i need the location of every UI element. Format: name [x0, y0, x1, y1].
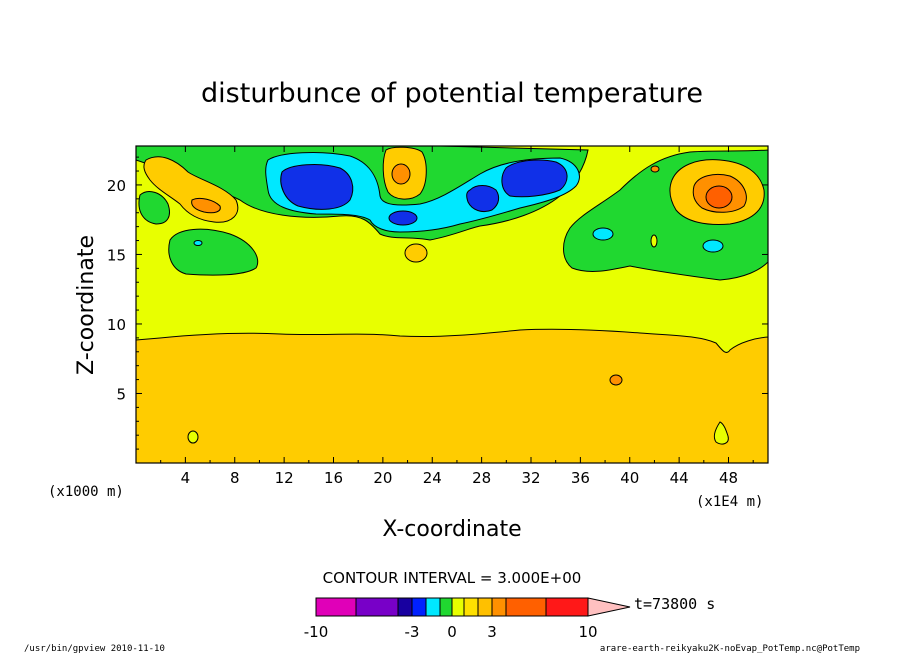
- spot-warm-1: [609, 374, 623, 386]
- colorbar-cell: [463, 597, 479, 617]
- spot-neutral-2: [713, 421, 729, 445]
- x-tick-label: 28: [472, 469, 491, 487]
- y-tick-label: 5: [116, 385, 126, 403]
- contour-interval-label: CONTOUR INTERVAL = 3.000E+00: [323, 569, 582, 587]
- time-label: t=73800 s: [634, 595, 715, 613]
- y-axis-label: Z-coordinate: [74, 235, 99, 375]
- field-coldest-4: [388, 210, 418, 226]
- field-warm-right-core: [705, 185, 733, 209]
- y-tick-label: 20: [107, 177, 126, 195]
- field-warm-center-core: [391, 163, 411, 185]
- x-axis-label: X-coordinate: [382, 517, 521, 542]
- y-tick-label: 10: [107, 316, 126, 334]
- x-tick-label: 48: [719, 469, 738, 487]
- x-tick-label: 36: [571, 469, 590, 487]
- y-tick-label: 15: [107, 246, 126, 264]
- x-tick-label: 24: [423, 469, 442, 487]
- colorbar-label: 0: [447, 623, 457, 641]
- x-tick-label: 32: [521, 469, 540, 487]
- field-cool-left-1: [138, 191, 170, 225]
- x-tick-label: 16: [324, 469, 343, 487]
- colorbar-arrow: [587, 597, 631, 617]
- footer-left: /usr/bin/gpview 2010-11-10: [24, 644, 165, 654]
- colorbar-cell: [505, 597, 547, 617]
- y-axis: 5 10 15 20: [107, 156, 768, 450]
- chart-title: disturbunce of potential temperature: [201, 78, 703, 109]
- field-lower-warm: [135, 328, 769, 464]
- field-coldest-3: [501, 159, 568, 198]
- x-tick-label: 40: [620, 469, 639, 487]
- spot-neutral-1: [187, 430, 199, 444]
- colorbar-cell: [477, 597, 493, 617]
- field-coldest-2: [466, 185, 500, 213]
- colorbar-labels: -10 -3 0 3 10: [304, 623, 598, 641]
- colorbar-cell: [315, 597, 357, 617]
- x-tick-label: 20: [373, 469, 392, 487]
- field-warm-spot-mid: [404, 243, 428, 263]
- x-axis-unit-right: (x1E4 m): [696, 494, 763, 510]
- x-axis-unit-left: (x1000 m): [48, 484, 124, 500]
- colorbar-cell: [355, 597, 399, 617]
- x-axis: 4 8 12 16 20 24 28 32 36 40 44 48: [160, 146, 754, 487]
- colorbar-cell: [451, 597, 465, 617]
- x-tick-label: 44: [670, 469, 689, 487]
- colorbar-cell: [439, 597, 453, 617]
- colorbar-cell: [545, 597, 589, 617]
- colorbar-label: 10: [578, 623, 597, 641]
- colorbar: [315, 597, 631, 617]
- field-cold-spot-1: [592, 227, 614, 241]
- field-cold-spot-2: [702, 239, 724, 253]
- field-cold-spot-3: [193, 240, 203, 246]
- colorbar-label: 3: [487, 623, 497, 641]
- field-warm-topleft-core: [191, 197, 221, 214]
- colorbar-cell: [491, 597, 507, 617]
- field-coldest-1: [280, 164, 354, 210]
- plot-area: [135, 145, 769, 464]
- colorbar-label: -3: [405, 623, 420, 641]
- field-warm-spot-right: [650, 165, 660, 173]
- colorbar-cell: [397, 597, 413, 617]
- field-cool-left-2: [168, 228, 259, 276]
- colorbar-cell: [411, 597, 427, 617]
- colorbar-label: -10: [304, 623, 329, 641]
- footer-right: arare-earth-reikyaku2K-noEvap_PotTemp.nc…: [600, 644, 860, 654]
- colorbar-cell: [425, 597, 441, 617]
- x-tick-label: 8: [230, 469, 240, 487]
- plot-frame: [135, 145, 769, 464]
- x-tick-label: 12: [275, 469, 294, 487]
- field-neutral-spot-r: [650, 234, 658, 248]
- x-tick-label: 4: [181, 469, 191, 487]
